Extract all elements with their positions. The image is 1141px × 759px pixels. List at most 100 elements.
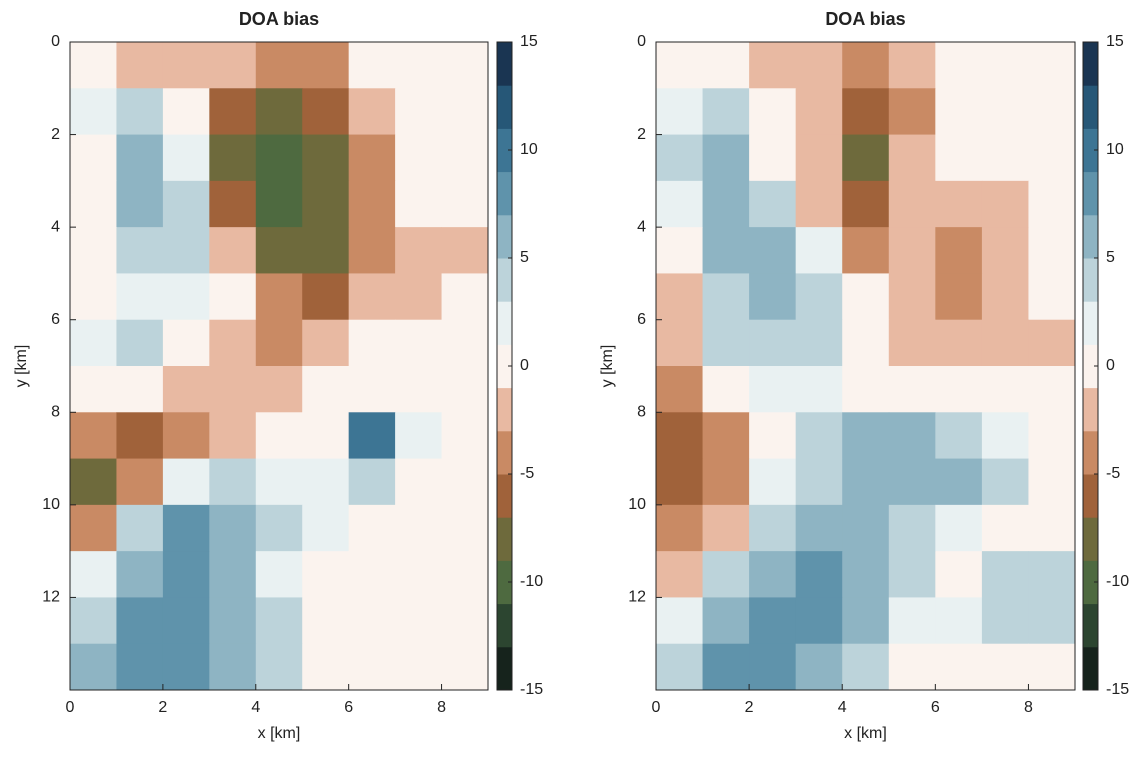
heat-cell (302, 412, 350, 460)
heat-cell (441, 458, 489, 506)
heat-cell (348, 551, 396, 598)
heat-cell (255, 42, 303, 89)
colorbar-band (497, 387, 512, 432)
heat-cell (1028, 319, 1076, 367)
heat-cell (888, 366, 936, 413)
y-axis-label: y [km] (13, 345, 30, 388)
heat-cell (702, 134, 750, 182)
heat-cell (795, 273, 843, 321)
heat-cell (116, 643, 164, 691)
heat-cell (255, 366, 303, 413)
heat-cell (348, 597, 396, 645)
y-tick-label: 0 (51, 33, 60, 50)
heat-cell (888, 643, 936, 691)
heat-cell (255, 227, 303, 274)
heat-cell (395, 134, 443, 182)
heat-cell (749, 597, 797, 645)
heat-cell (302, 597, 350, 645)
heat-cell (441, 180, 489, 228)
colorbar-band (1083, 603, 1098, 648)
colorbar-band (497, 301, 512, 345)
heat-cell (209, 227, 257, 274)
heat-cell (795, 88, 843, 136)
heat-cell (981, 366, 1029, 413)
heat-cell (656, 597, 704, 645)
heat-cell (749, 551, 797, 598)
heat-cell (116, 273, 164, 321)
heat-cell (656, 504, 704, 552)
heat-cell (842, 551, 890, 598)
heat-cell (395, 366, 443, 413)
heat-cell (70, 134, 117, 182)
heat-cell (116, 458, 164, 506)
heat-cell (656, 551, 704, 598)
heat-cell (935, 134, 983, 182)
heat-cell (395, 273, 443, 321)
heat-cell (935, 504, 983, 552)
heat-cell (441, 412, 489, 460)
heat-cell (1028, 42, 1076, 89)
heat-cell (1028, 551, 1076, 598)
heat-cell (795, 134, 843, 182)
heat-cell (395, 551, 443, 598)
heat-cell (795, 180, 843, 228)
heat-cell (162, 42, 210, 89)
heat-cell (981, 319, 1029, 367)
heat-cell (70, 180, 117, 228)
y-tick-label: 4 (51, 218, 60, 235)
heat-cell (1028, 273, 1076, 321)
heat-cell (209, 643, 257, 691)
colorbar-band (497, 258, 512, 302)
heat-cell (302, 458, 350, 506)
y-tick-label: 10 (42, 496, 60, 513)
heat-cell (749, 273, 797, 321)
heat-cell (888, 42, 936, 89)
heat-cell (842, 597, 890, 645)
heat-cell (749, 88, 797, 136)
heat-cell (116, 88, 164, 136)
colorbar-tick-label: -5 (1106, 465, 1120, 482)
heat-cell (441, 273, 489, 321)
heat-cell (395, 643, 443, 691)
heat-cell (981, 134, 1029, 182)
heat-cell (702, 504, 750, 552)
plot-frame (69, 41, 489, 691)
heat-cell (70, 42, 117, 89)
heat-cell (702, 643, 750, 691)
y-tick-label: 10 (628, 496, 646, 513)
heat-cell (395, 42, 443, 89)
colorbar-band (1083, 85, 1098, 129)
heat-cell (795, 227, 843, 274)
heat-cell (702, 273, 750, 321)
heat-cell (441, 227, 489, 274)
heat-cell (70, 597, 117, 645)
heat-cell (441, 551, 489, 598)
heat-cell (749, 504, 797, 552)
heat-cell (702, 412, 750, 460)
heat-cell (116, 366, 164, 413)
heat-cell (888, 551, 936, 598)
heat-cell (888, 227, 936, 274)
heat-cell (935, 366, 983, 413)
heat-cell (255, 319, 303, 367)
colorbar-band (497, 474, 512, 518)
heat-cell (116, 134, 164, 182)
x-tick-label: 6 (344, 699, 353, 716)
colorbar-band (1083, 474, 1098, 518)
heat-cell (749, 227, 797, 274)
heat-cell (656, 273, 704, 321)
heat-cell (162, 273, 210, 321)
heat-cell (1028, 412, 1076, 460)
heat-cell (441, 88, 489, 136)
colorbar-band (497, 430, 512, 475)
heat-cell (842, 273, 890, 321)
heat-cell (255, 134, 303, 182)
heat-cell (162, 458, 210, 506)
x-tick-label: 0 (66, 699, 75, 716)
y-tick-label: 0 (637, 33, 646, 50)
colorbar-band (497, 171, 512, 216)
heat-cell (842, 504, 890, 552)
heat-cell (209, 504, 257, 552)
heat-cell (749, 42, 797, 89)
heat-cell (1028, 227, 1076, 274)
